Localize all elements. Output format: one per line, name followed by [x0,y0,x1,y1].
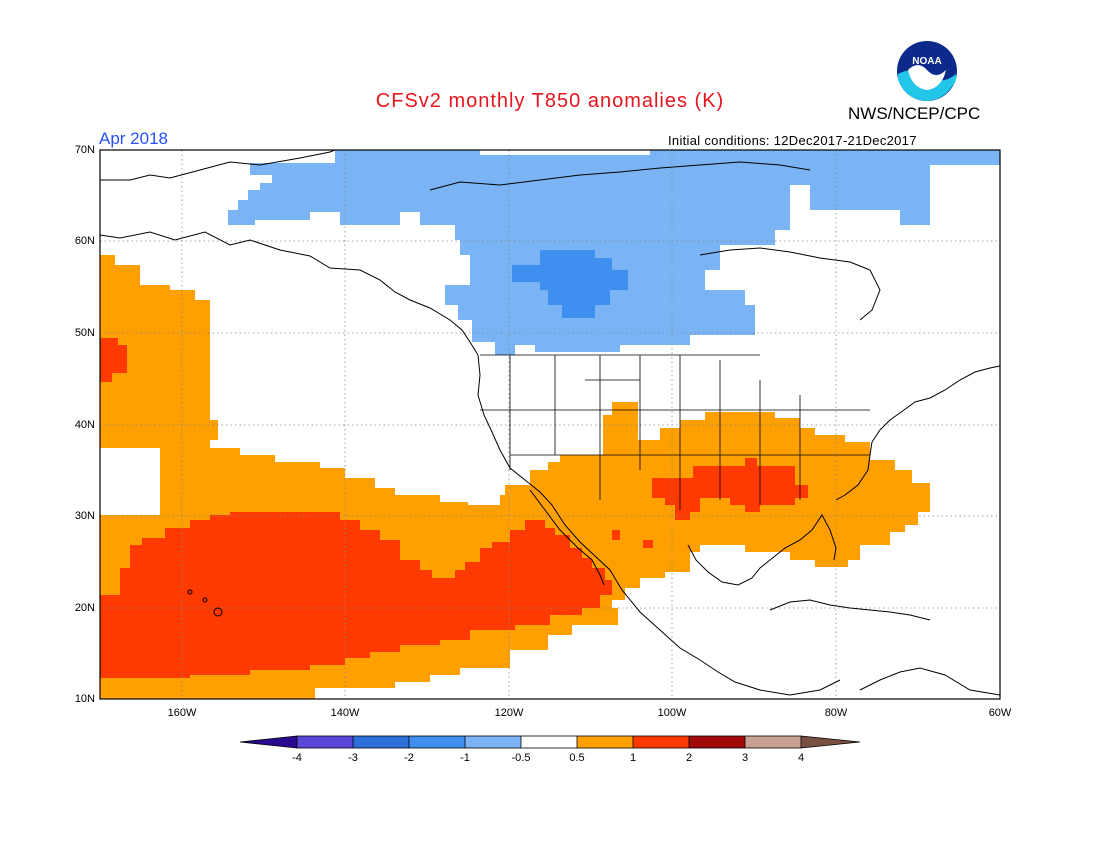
colorbar-label: 2 [685,752,693,764]
colorbar-swatch [521,736,577,748]
warm-anomaly-core-nepacific [100,338,127,382]
lon-label: 80W [824,707,848,719]
colorbar [239,735,861,749]
colorbar-max-arrow [801,736,860,748]
colorbar-swatch [409,736,465,748]
cold-anomaly-region [228,150,1000,355]
coastlines [100,150,1000,696]
anomaly-shading [100,150,1000,699]
colorbar-label: 3 [741,752,749,764]
initial-conditions: Initial conditions: 12Dec2017-21Dec2017 [668,133,917,148]
cold-anomaly-core [512,250,628,318]
warm-anomaly-core-pacific [100,512,612,678]
colorbar-swatch [465,736,521,748]
gridlines [100,150,1000,699]
agency-label: NWS/NCEP/CPC [848,104,981,123]
colorbar-label: -4 [292,752,302,764]
lat-label: 70N [74,144,95,156]
colorbar-swatch [297,736,353,748]
lat-label: 40N [74,419,95,431]
lat-label: 10N [74,693,95,705]
lon-label: 100W [657,707,687,719]
lon-label: 140W [330,707,360,719]
lat-label: 30N [74,510,95,522]
colorbar-swatch [689,736,745,748]
forecast-period: Apr 2018 [99,129,168,148]
logo-text: NOAA [912,56,941,67]
noaa-logo: NOAA [897,41,957,101]
colorbar-label: -3 [348,752,358,764]
colorbar-label: -2 [404,752,414,764]
warm-anomaly-core-southeast [652,458,808,520]
map-frame [99,149,1001,700]
colorbar-label: 0.5 [569,752,585,764]
neutral-gap-west [100,448,160,515]
state-borders [480,354,870,510]
lat-label: 20N [74,602,95,614]
colorbar-swatch [353,736,409,748]
map-title: CFSv2 monthly T850 anomalies (K) [375,90,725,112]
lon-label: 120W [494,707,524,719]
colorbar-swatch [745,736,801,748]
colorbar-min-arrow [240,736,297,748]
lon-label: 60W [988,707,1012,719]
colorbar-label: 1 [629,752,637,764]
colorbar-swatch [577,736,633,748]
colorbar-swatch [633,736,689,748]
colorbar-label: -0.5 [511,752,531,764]
colorbar-label: -1 [460,752,470,764]
colorbar-label: 4 [797,752,805,764]
lon-label: 160W [167,707,197,719]
lat-label: 60N [74,235,95,247]
lat-label: 50N [74,327,95,339]
